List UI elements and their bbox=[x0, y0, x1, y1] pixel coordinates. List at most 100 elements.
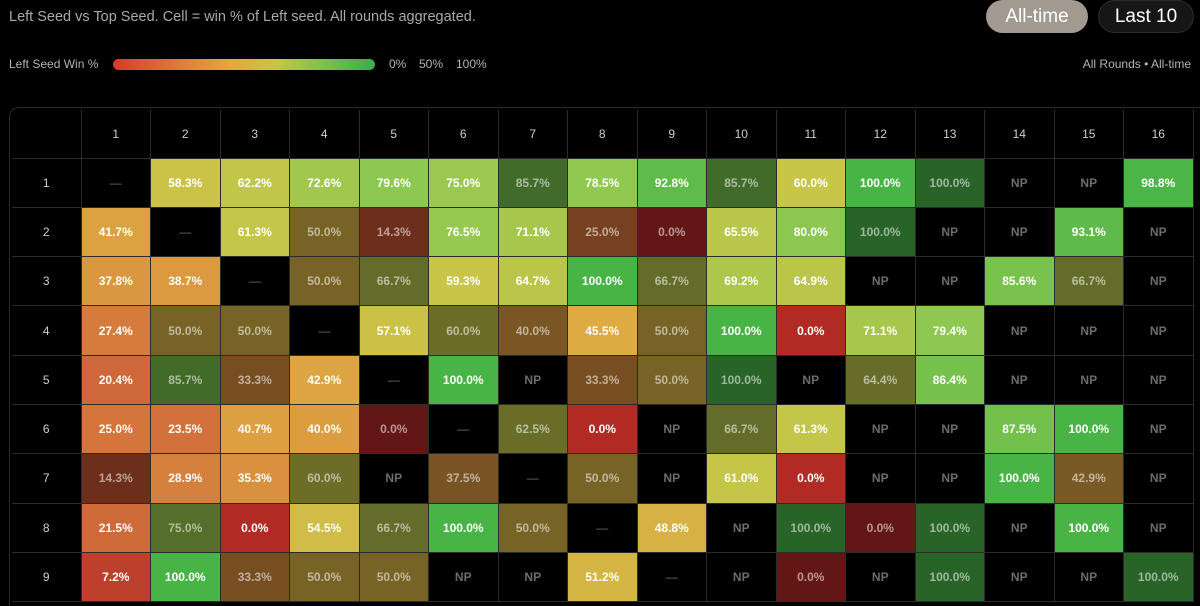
matrix-cell[interactable]: 100.0% bbox=[845, 206, 916, 258]
matrix-cell[interactable]: 87.5% bbox=[984, 403, 1055, 455]
matrix-cell[interactable]: — bbox=[150, 206, 221, 258]
matrix-cell[interactable]: 25.0% bbox=[567, 206, 638, 258]
matrix-cell[interactable]: 50.0% bbox=[567, 453, 638, 504]
matrix-cell[interactable]: 35.3% bbox=[219, 453, 290, 504]
matrix-cell[interactable]: NP bbox=[845, 551, 916, 603]
matrix-cell[interactable]: 37.8% bbox=[80, 256, 151, 307]
matrix-cell[interactable]: 64.7% bbox=[497, 256, 568, 307]
matrix-cell[interactable]: 33.3% bbox=[567, 354, 638, 405]
matrix-cell[interactable]: 50.0% bbox=[289, 206, 360, 258]
matrix-cell[interactable]: 50.0% bbox=[219, 305, 290, 356]
matrix-cell[interactable]: 76.5% bbox=[428, 206, 499, 258]
matrix-cell[interactable]: NP bbox=[984, 206, 1055, 258]
matrix-cell[interactable]: 50.0% bbox=[358, 551, 429, 603]
matrix-cell[interactable]: 66.7% bbox=[706, 403, 777, 455]
matrix-cell[interactable]: 100.0% bbox=[428, 502, 499, 553]
matrix-cell[interactable]: NP bbox=[706, 502, 777, 553]
matrix-cell[interactable]: NP bbox=[984, 502, 1055, 553]
matrix-cell[interactable]: 100.0% bbox=[1053, 403, 1124, 455]
matrix-cell[interactable]: NP bbox=[1123, 256, 1194, 307]
matrix-cell[interactable]: 48.8% bbox=[636, 502, 707, 553]
matrix-cell[interactable]: 60.0% bbox=[428, 305, 499, 356]
matrix-cell[interactable]: NP bbox=[1053, 157, 1124, 208]
matrix-cell[interactable]: NP bbox=[1053, 354, 1124, 405]
matrix-cell[interactable]: 21.5% bbox=[80, 502, 151, 553]
matrix-cell[interactable]: 42.9% bbox=[289, 354, 360, 405]
matrix-cell[interactable]: 61.3% bbox=[219, 206, 290, 258]
matrix-cell[interactable]: 62.5% bbox=[497, 403, 568, 455]
matrix-cell[interactable]: 28.9% bbox=[150, 453, 221, 504]
matrix-cell[interactable]: 14.3% bbox=[80, 453, 151, 504]
matrix-cell[interactable]: 33.3% bbox=[219, 354, 290, 405]
matrix-cell[interactable]: 61.0% bbox=[706, 453, 777, 504]
all-time-toggle-button[interactable]: All-time bbox=[986, 0, 1088, 33]
matrix-cell[interactable]: 71.1% bbox=[497, 206, 568, 258]
matrix-cell[interactable]: 51.2% bbox=[567, 551, 638, 603]
matrix-cell[interactable]: — bbox=[289, 305, 360, 356]
matrix-cell[interactable]: 0.0% bbox=[775, 305, 846, 356]
matrix-cell[interactable]: — bbox=[428, 403, 499, 455]
matrix-cell[interactable]: NP bbox=[914, 256, 985, 307]
matrix-cell[interactable]: NP bbox=[984, 157, 1055, 208]
matrix-cell[interactable]: 7.2% bbox=[80, 551, 151, 603]
matrix-cell[interactable]: 37.5% bbox=[428, 453, 499, 504]
matrix-cell[interactable]: 62.2% bbox=[219, 157, 290, 208]
matrix-cell[interactable]: 23.5% bbox=[150, 403, 221, 455]
matrix-cell[interactable]: 27.4% bbox=[80, 305, 151, 356]
matrix-cell[interactable]: 79.6% bbox=[358, 157, 429, 208]
matrix-cell[interactable]: — bbox=[636, 551, 707, 603]
matrix-cell[interactable]: 64.9% bbox=[775, 256, 846, 307]
matrix-cell[interactable]: 75.0% bbox=[428, 157, 499, 208]
matrix-cell[interactable]: 57.1% bbox=[358, 305, 429, 356]
matrix-cell[interactable]: 85.7% bbox=[497, 157, 568, 208]
matrix-cell[interactable]: 100.0% bbox=[1053, 502, 1124, 553]
matrix-cell[interactable]: — bbox=[358, 354, 429, 405]
matrix-cell[interactable]: 100.0% bbox=[428, 354, 499, 405]
matrix-cell[interactable]: 50.0% bbox=[497, 502, 568, 553]
matrix-cell[interactable]: 50.0% bbox=[289, 551, 360, 603]
matrix-cell[interactable]: 100.0% bbox=[567, 256, 638, 307]
matrix-cell[interactable]: NP bbox=[1123, 502, 1194, 553]
matrix-cell[interactable]: — bbox=[567, 502, 638, 553]
matrix-cell[interactable]: NP bbox=[1123, 305, 1194, 356]
matrix-cell[interactable]: 100.0% bbox=[1123, 551, 1194, 603]
matrix-cell[interactable]: — bbox=[497, 453, 568, 504]
matrix-cell[interactable]: NP bbox=[428, 551, 499, 603]
matrix-cell[interactable]: NP bbox=[914, 453, 985, 504]
matrix-cell[interactable]: 45.5% bbox=[567, 305, 638, 356]
matrix-cell[interactable]: 98.8% bbox=[1123, 157, 1194, 208]
matrix-cell[interactable]: 100.0% bbox=[775, 502, 846, 553]
matrix-cell[interactable]: NP bbox=[845, 403, 916, 455]
matrix-cell[interactable]: NP bbox=[1123, 206, 1194, 258]
matrix-cell[interactable]: NP bbox=[775, 354, 846, 405]
matrix-cell[interactable]: NP bbox=[1123, 453, 1194, 504]
matrix-cell[interactable]: 85.7% bbox=[706, 157, 777, 208]
matrix-cell[interactable]: 100.0% bbox=[984, 453, 1055, 504]
matrix-cell[interactable]: 100.0% bbox=[914, 502, 985, 553]
matrix-cell[interactable]: NP bbox=[358, 453, 429, 504]
matrix-cell[interactable]: 66.7% bbox=[358, 256, 429, 307]
matrix-cell[interactable]: 41.7% bbox=[80, 206, 151, 258]
matrix-cell[interactable]: 59.3% bbox=[428, 256, 499, 307]
matrix-cell[interactable]: 0.0% bbox=[358, 403, 429, 455]
matrix-cell[interactable]: 93.1% bbox=[1053, 206, 1124, 258]
matrix-cell[interactable]: 60.0% bbox=[775, 157, 846, 208]
matrix-cell[interactable]: 100.0% bbox=[914, 551, 985, 603]
matrix-cell[interactable]: 65.5% bbox=[706, 206, 777, 258]
matrix-cell[interactable]: 66.7% bbox=[1053, 256, 1124, 307]
matrix-cell[interactable]: 40.0% bbox=[289, 403, 360, 455]
matrix-cell[interactable]: NP bbox=[497, 354, 568, 405]
matrix-cell[interactable]: 0.0% bbox=[845, 502, 916, 553]
last-10-toggle-button[interactable]: Last 10 bbox=[1098, 0, 1194, 33]
matrix-cell[interactable]: 0.0% bbox=[775, 453, 846, 504]
matrix-cell[interactable]: — bbox=[219, 256, 290, 307]
matrix-cell[interactable]: NP bbox=[845, 453, 916, 504]
matrix-cell[interactable]: NP bbox=[1053, 551, 1124, 603]
matrix-cell[interactable]: 50.0% bbox=[636, 305, 707, 356]
matrix-cell[interactable]: 50.0% bbox=[150, 305, 221, 356]
matrix-cell[interactable]: 86.4% bbox=[914, 354, 985, 405]
matrix-cell[interactable]: 0.0% bbox=[775, 551, 846, 603]
matrix-cell[interactable]: 50.0% bbox=[636, 354, 707, 405]
matrix-cell[interactable]: 78.5% bbox=[567, 157, 638, 208]
matrix-cell[interactable]: 0.0% bbox=[636, 206, 707, 258]
